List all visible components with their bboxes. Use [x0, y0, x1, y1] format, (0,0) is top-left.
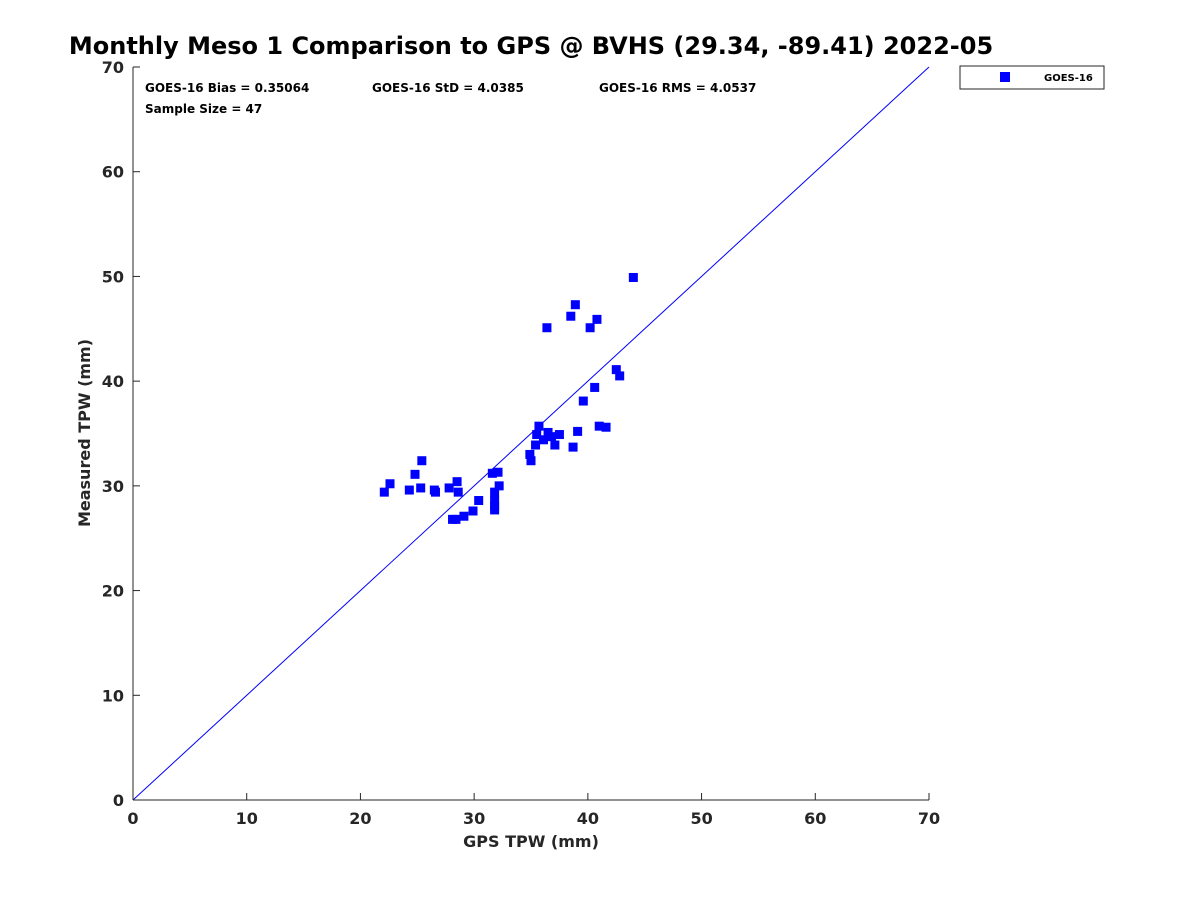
data-point [566, 311, 576, 321]
x-tick-label: 10 [236, 809, 258, 828]
data-point [410, 469, 420, 479]
chart-title: Monthly Meso 1 Comparison to GPS @ BVHS … [69, 32, 993, 60]
data-point [526, 456, 536, 466]
x-tick-label: 50 [690, 809, 712, 828]
data-point [550, 440, 560, 450]
y-axis-label: Measured TPW (mm) [75, 339, 94, 527]
data-point [490, 496, 500, 506]
data-point [546, 432, 556, 442]
data-point [459, 511, 469, 521]
data-point [615, 371, 625, 381]
data-point [542, 323, 552, 333]
data-point [430, 487, 440, 497]
x-tick-label: 30 [463, 809, 485, 828]
data-point [568, 442, 578, 452]
data-point [554, 430, 564, 440]
legend-label-goes16: GOES-16 [1044, 73, 1093, 84]
y-tick-label: 30 [102, 477, 124, 496]
y-tick-label: 70 [102, 58, 124, 77]
data-point [490, 505, 500, 515]
data-point [487, 468, 497, 478]
data-point [534, 421, 544, 431]
data-point [628, 272, 638, 282]
stat-bias: GOES-16 Bias = 0.35064 [145, 81, 309, 95]
legend: GOES-16 [959, 65, 1105, 90]
data-point [451, 514, 461, 524]
stat-std: GOES-16 StD = 4.0385 [372, 81, 524, 95]
data-point [601, 422, 611, 432]
legend-box [959, 65, 1105, 90]
one-to-one-line [132, 66, 930, 801]
data-point [453, 487, 463, 497]
data-point [468, 506, 478, 516]
data-point [594, 421, 604, 431]
data-point [494, 481, 504, 491]
data-point [573, 426, 583, 436]
data-point [611, 365, 621, 375]
x-tick-label: 0 [127, 809, 138, 828]
data-point [444, 483, 454, 493]
x-axis-ticks: 0 10 20 30 40 50 60 70 [127, 793, 940, 828]
data-point [532, 430, 542, 440]
data-point [592, 314, 602, 324]
data-point [539, 435, 549, 445]
data-point [570, 300, 580, 310]
data-point [404, 485, 414, 495]
data-point [474, 496, 484, 506]
data-point [585, 323, 595, 333]
data-point [493, 467, 503, 477]
data-points [379, 272, 638, 524]
data-point [525, 449, 535, 459]
data-point [417, 456, 427, 466]
data-point [452, 477, 462, 487]
legend-marker-goes16 [1000, 72, 1010, 82]
plot-area [132, 66, 930, 801]
y-tick-label: 0 [113, 791, 124, 810]
stat-rms: GOES-16 RMS = 4.0537 [599, 81, 756, 95]
y-tick-label: 40 [102, 372, 124, 391]
data-point [385, 479, 395, 489]
x-tick-label: 20 [349, 809, 371, 828]
y-tick-label: 60 [102, 163, 124, 182]
x-tick-label: 60 [804, 809, 826, 828]
y-axis-ticks: 0 10 20 30 40 50 60 70 [102, 58, 140, 810]
data-point [531, 440, 541, 450]
data-point [416, 483, 426, 493]
data-point [379, 487, 389, 497]
x-axis-label: GPS TPW (mm) [463, 832, 599, 851]
data-point [490, 487, 500, 497]
y-tick-label: 50 [102, 267, 124, 286]
data-point [590, 382, 600, 392]
x-tick-label: 40 [577, 809, 599, 828]
data-point [578, 396, 588, 406]
y-tick-label: 10 [102, 686, 124, 705]
y-tick-label: 20 [102, 582, 124, 601]
x-tick-label: 70 [918, 809, 940, 828]
stat-sample-size: Sample Size = 47 [145, 102, 262, 116]
